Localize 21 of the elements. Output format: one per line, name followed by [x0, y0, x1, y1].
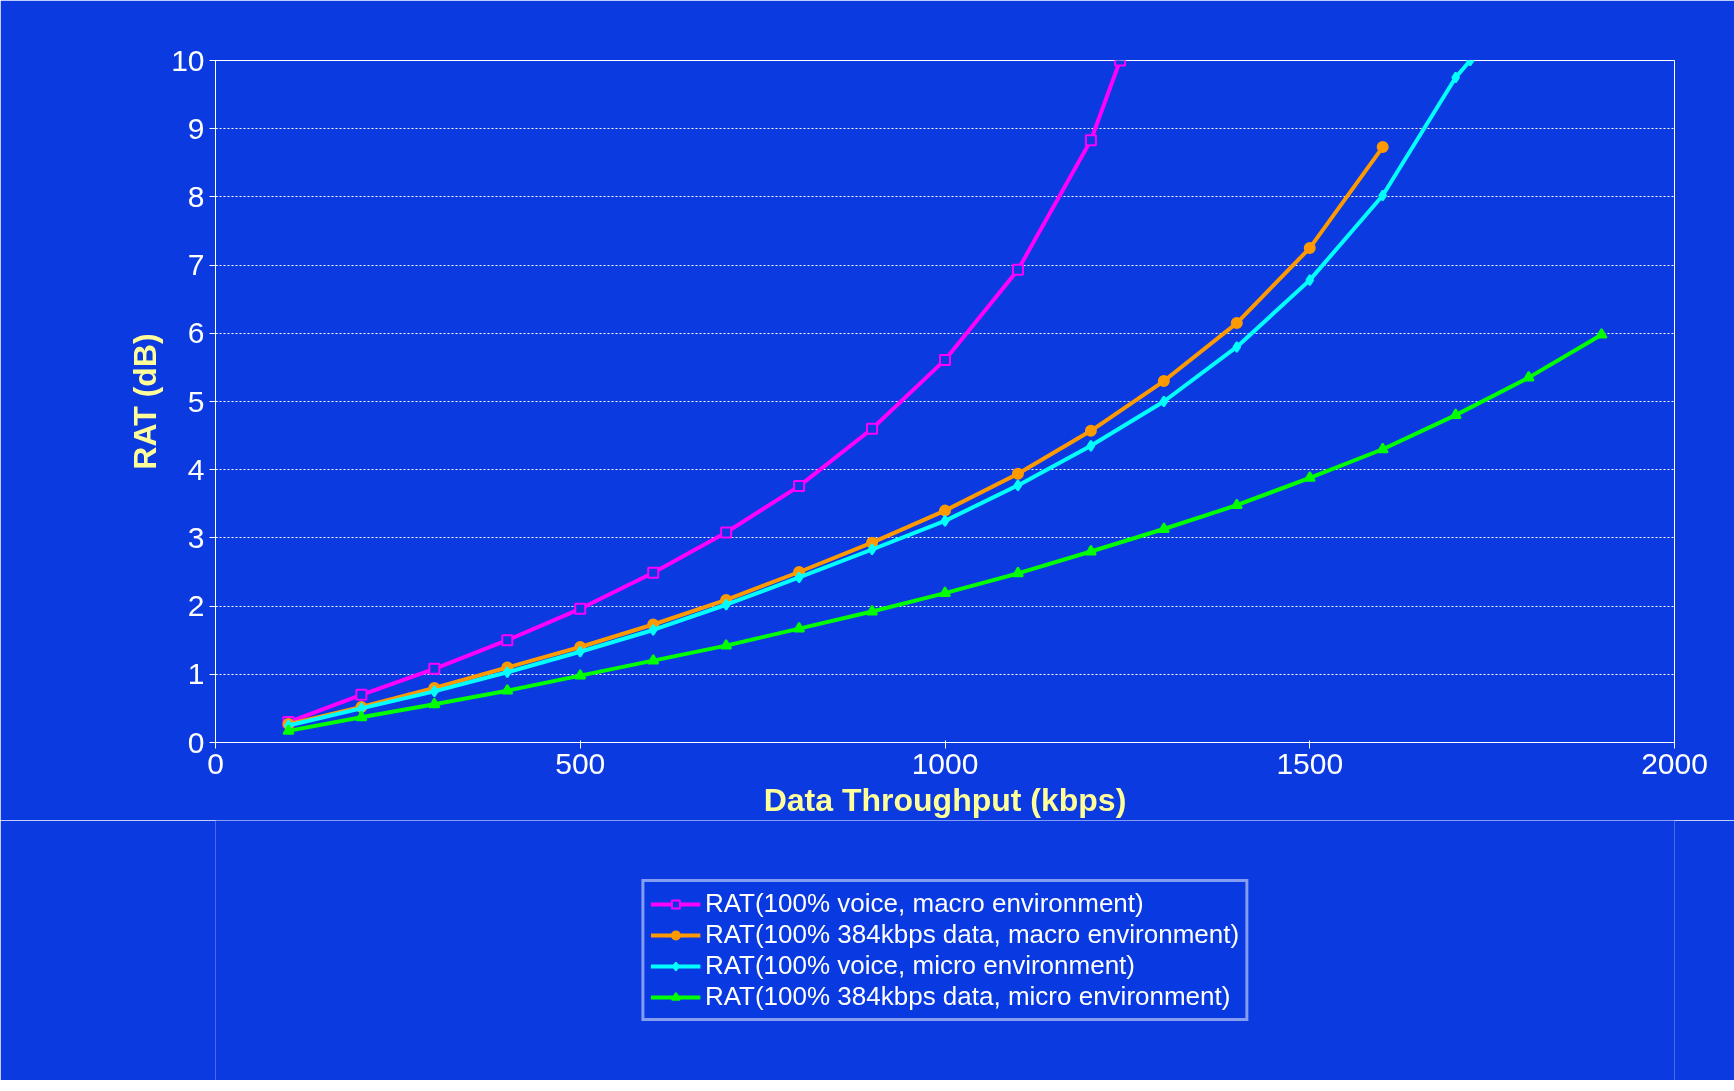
y-tick-label: 6 [187, 316, 205, 350]
legend-label: RAT(100% voice, micro environment) [704, 950, 1135, 981]
y-tick-label: 4 [187, 452, 205, 486]
y-tick-label: 3 [187, 520, 205, 554]
y-tick-label: 7 [187, 248, 205, 282]
y-tick-label: 1 [187, 657, 205, 691]
y-tick-label: 5 [187, 384, 205, 418]
legend-label: RAT(100% 384kbps data, macro environment) [704, 919, 1240, 950]
x-tick-label: 2000 [1641, 746, 1708, 780]
x-axis-title: Data Throughput (kbps) [763, 781, 1127, 818]
y-tick-label: 10 [171, 43, 205, 77]
legend-label: RAT(100% 384kbps data, micro environment) [704, 981, 1231, 1012]
x-tick-label: 1000 [911, 746, 979, 780]
legend-label: RAT(100% voice, macro environment) [704, 888, 1144, 919]
y-tick-label: 2 [187, 589, 205, 623]
y-tick-label: 0 [187, 725, 205, 759]
x-tick-label: 500 [555, 746, 606, 780]
y-tick-label: 8 [187, 179, 205, 213]
y-axis-title: RAT (dB) [127, 333, 164, 470]
x-tick-label: 1500 [1276, 746, 1344, 780]
y-tick-label: 9 [187, 111, 205, 145]
